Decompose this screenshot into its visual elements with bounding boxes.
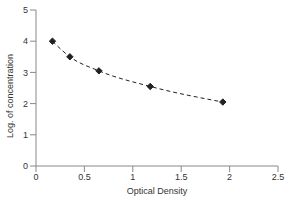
svg-text:0.5: 0.5: [78, 172, 91, 182]
svg-text:2: 2: [23, 99, 28, 109]
svg-text:2: 2: [227, 172, 232, 182]
svg-text:1: 1: [23, 130, 28, 140]
svg-text:0: 0: [23, 161, 28, 171]
svg-text:4: 4: [23, 36, 28, 46]
svg-text:Log. of concentration: Log. of concentration: [8, 54, 15, 138]
svg-text:0: 0: [33, 172, 38, 182]
svg-text:2.5: 2.5: [272, 172, 285, 182]
svg-text:Optical Density: Optical Density: [127, 186, 188, 196]
svg-text:3: 3: [23, 68, 28, 78]
svg-text:1: 1: [130, 172, 135, 182]
svg-text:1.5: 1.5: [175, 172, 188, 182]
svg-text:5: 5: [23, 5, 28, 15]
